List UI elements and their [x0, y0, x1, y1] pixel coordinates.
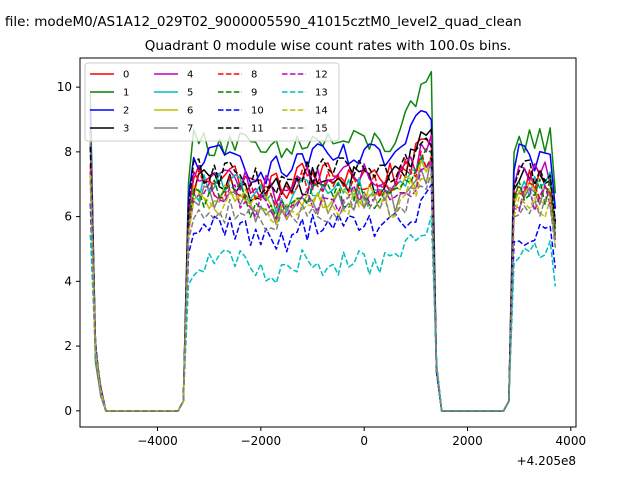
legend-label-13: 13	[315, 88, 328, 99]
y-tick-label: 8	[64, 145, 72, 159]
legend-label-2: 2	[123, 106, 129, 117]
plot-frame	[79, 57, 577, 428]
x-tick-label: −2000	[241, 434, 282, 448]
legend-label-4: 4	[187, 70, 193, 81]
legend-label-6: 6	[187, 106, 193, 117]
x-tick-label: −4000	[137, 434, 178, 448]
chart-title: Quadrant 0 module wise count rates with …	[145, 38, 511, 54]
x-tick-label: 4000	[556, 434, 587, 448]
figure-supertitle: n file: modeM0/AS1A12_029T02_9000005590_…	[0, 14, 522, 30]
y-tick-label: 0	[64, 404, 72, 418]
legend-box	[84, 62, 340, 142]
legend-label-15: 15	[315, 124, 328, 135]
legend-label-10: 10	[251, 106, 264, 117]
y-tick-label: 4	[64, 274, 72, 288]
y-tick-label: 2	[64, 339, 72, 353]
legend-label-1: 1	[123, 88, 129, 99]
y-tick-label: 10	[57, 80, 72, 94]
legend-label-5: 5	[187, 88, 193, 99]
legend-label-3: 3	[123, 124, 129, 135]
x-axis: −4000 −2000 0 2000 4000	[137, 427, 586, 448]
x-tick-label: 2000	[452, 434, 483, 448]
y-tick-label: 6	[64, 210, 72, 224]
legend-label-12: 12	[315, 70, 328, 81]
legend-label-9: 9	[251, 88, 257, 99]
legend-label-7: 7	[187, 124, 193, 135]
legend-label-11: 11	[251, 124, 264, 135]
series-line-15	[89, 172, 557, 412]
series-layer	[89, 70, 557, 412]
legend-label-8: 8	[251, 70, 257, 81]
legend-label-0: 0	[123, 70, 129, 81]
legend-label-14: 14	[315, 106, 328, 117]
x-tick-label: 0	[360, 434, 368, 448]
y-axis: 0 2 4 6 8 10	[57, 80, 80, 418]
x-axis-offset-label: +4.205e8	[517, 454, 576, 468]
